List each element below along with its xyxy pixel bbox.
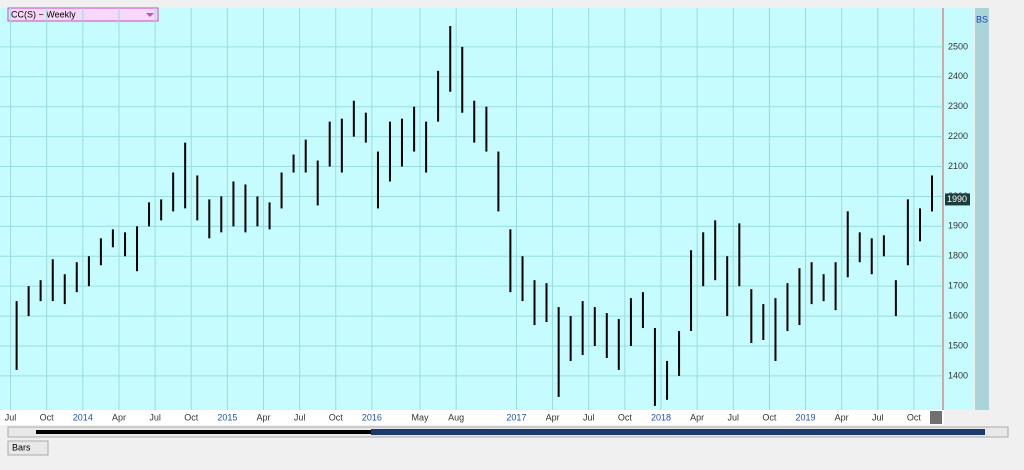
y-tick-label: 1800	[948, 251, 968, 261]
side-strip	[975, 8, 989, 410]
y-tick-label: 2500	[948, 41, 968, 51]
x-tick-label: 2018	[651, 412, 671, 422]
y-tick-label: 2200	[948, 131, 968, 141]
plot-area	[0, 8, 944, 410]
x-tick-label: Apr	[256, 412, 270, 422]
x-tick-label: May	[412, 412, 430, 422]
x-tick-label: Jul	[294, 412, 306, 422]
x-tick-label: Jul	[872, 412, 884, 422]
x-tick-label: Apr	[112, 412, 126, 422]
title-dropdown[interactable]	[146, 13, 154, 17]
x-tick-label: Aug	[448, 412, 464, 422]
y-tick-label: 1400	[948, 370, 968, 380]
x-tick-label: Oct	[762, 412, 777, 422]
x-tick-label: Oct	[329, 412, 344, 422]
x-tick-label: Jul	[728, 412, 740, 422]
corner-label: BS	[976, 14, 988, 24]
last-price-label: 1990	[947, 194, 967, 204]
footer-tab[interactable]	[7, 440, 49, 456]
price-axis	[944, 8, 974, 410]
y-tick-label: 2100	[948, 161, 968, 171]
x-tick-label: Jul	[5, 412, 17, 422]
scroll-thumb[interactable]	[371, 429, 985, 435]
x-tick-label: Oct	[184, 412, 199, 422]
x-tick-label: Apr	[690, 412, 704, 422]
x-tick-label: 2015	[217, 412, 237, 422]
x-tick-label: Jul	[583, 412, 595, 422]
y-tick-label: 2400	[948, 71, 968, 81]
y-tick-label: 1900	[948, 221, 968, 231]
scroll-track	[36, 430, 371, 434]
x-tick-label: Oct	[618, 412, 633, 422]
x-tick-label: Oct	[40, 412, 55, 422]
y-tick-label: 2300	[948, 101, 968, 111]
y-tick-label: 1600	[948, 310, 968, 320]
footer-label: Bars	[12, 442, 31, 452]
x-tick-label: Apr	[546, 412, 560, 422]
x-tick-label: Oct	[907, 412, 922, 422]
y-tick-label: 1500	[948, 340, 968, 350]
x-tick-label: Apr	[835, 412, 849, 422]
x-tick-label: 2016	[362, 412, 382, 422]
x-axis	[0, 410, 944, 425]
last-price-marker	[945, 193, 970, 206]
x-tick-label: Jul	[149, 412, 161, 422]
axis-button[interactable]	[930, 411, 942, 424]
chart-title: CC(S) ~ Weekly	[11, 9, 76, 19]
x-tick-label: 2019	[796, 412, 816, 422]
y-tick-label: 1700	[948, 281, 968, 291]
x-tick-label: 2014	[73, 412, 93, 422]
x-tick-label: 2017	[506, 412, 526, 422]
